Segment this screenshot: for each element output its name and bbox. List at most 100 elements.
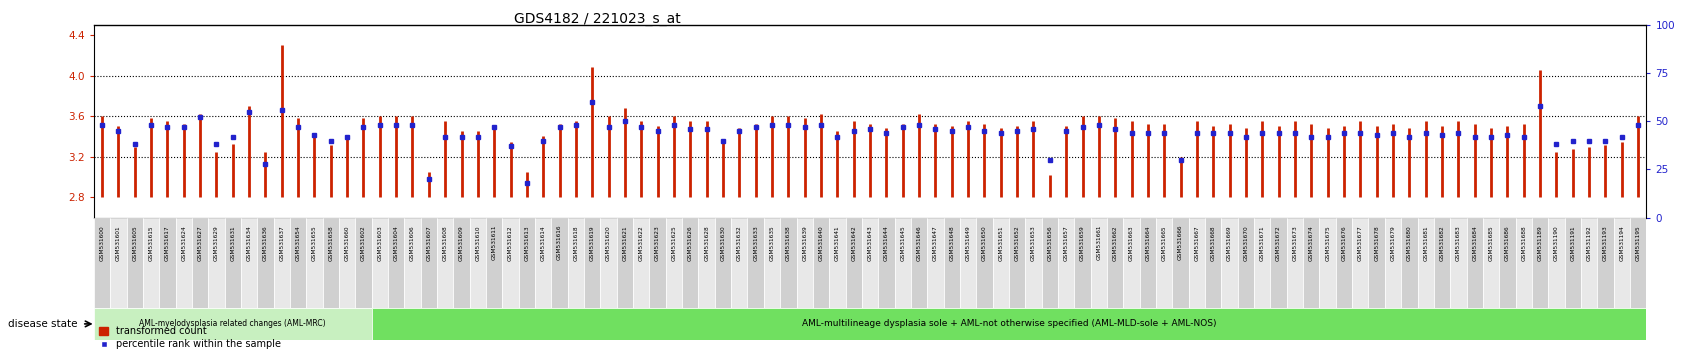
Text: GSM531678: GSM531678: [1373, 225, 1378, 261]
FancyBboxPatch shape: [1089, 218, 1107, 308]
FancyBboxPatch shape: [355, 218, 372, 308]
FancyBboxPatch shape: [1318, 218, 1335, 308]
Text: GSM531612: GSM531612: [508, 225, 513, 261]
Text: GSM531611: GSM531611: [491, 225, 496, 261]
Text: GSM531654: GSM531654: [295, 225, 300, 261]
FancyBboxPatch shape: [454, 218, 469, 308]
Text: GSM531602: GSM531602: [361, 225, 367, 261]
Text: GSM531614: GSM531614: [540, 225, 546, 261]
Text: GSM531672: GSM531672: [1275, 225, 1280, 261]
Text: GSM531666: GSM531666: [1178, 225, 1182, 261]
FancyBboxPatch shape: [1270, 218, 1286, 308]
FancyBboxPatch shape: [1335, 218, 1352, 308]
Text: GSM531630: GSM531630: [720, 225, 725, 261]
Text: GSM531608: GSM531608: [442, 225, 447, 261]
Text: GSM531677: GSM531677: [1357, 225, 1362, 261]
FancyBboxPatch shape: [665, 218, 682, 308]
FancyBboxPatch shape: [1417, 218, 1432, 308]
FancyBboxPatch shape: [339, 218, 355, 308]
FancyBboxPatch shape: [1074, 218, 1089, 308]
FancyBboxPatch shape: [1499, 218, 1514, 308]
Text: GSM531679: GSM531679: [1390, 225, 1395, 261]
FancyBboxPatch shape: [257, 218, 273, 308]
Text: GSM531656: GSM531656: [1047, 225, 1052, 261]
FancyBboxPatch shape: [501, 218, 518, 308]
Text: GSM531195: GSM531195: [1635, 225, 1640, 261]
Text: GSM531659: GSM531659: [1079, 225, 1084, 261]
Text: GSM531667: GSM531667: [1194, 225, 1199, 261]
FancyBboxPatch shape: [1122, 218, 1139, 308]
Text: GSM531618: GSM531618: [573, 225, 578, 261]
FancyBboxPatch shape: [731, 218, 747, 308]
Text: GSM531673: GSM531673: [1292, 225, 1298, 261]
FancyBboxPatch shape: [290, 218, 307, 308]
FancyBboxPatch shape: [878, 218, 893, 308]
FancyBboxPatch shape: [1514, 218, 1531, 308]
FancyBboxPatch shape: [1613, 218, 1628, 308]
Text: GSM531686: GSM531686: [1504, 225, 1509, 261]
FancyBboxPatch shape: [1221, 218, 1238, 308]
FancyBboxPatch shape: [436, 218, 454, 308]
Text: GSM531613: GSM531613: [523, 225, 529, 261]
Text: GSM531609: GSM531609: [459, 225, 464, 261]
FancyBboxPatch shape: [910, 218, 928, 308]
Text: GSM531683: GSM531683: [1454, 225, 1459, 261]
FancyBboxPatch shape: [829, 218, 846, 308]
Text: GSM531191: GSM531191: [1569, 225, 1574, 261]
FancyBboxPatch shape: [1286, 218, 1303, 308]
FancyBboxPatch shape: [404, 218, 421, 308]
FancyBboxPatch shape: [143, 218, 159, 308]
Text: GSM531627: GSM531627: [198, 225, 203, 261]
Text: GSM531617: GSM531617: [165, 225, 170, 261]
Text: GSM531676: GSM531676: [1340, 225, 1345, 261]
FancyBboxPatch shape: [372, 308, 1645, 340]
FancyBboxPatch shape: [1025, 218, 1042, 308]
Text: GSM531622: GSM531622: [638, 225, 643, 261]
FancyBboxPatch shape: [1400, 218, 1417, 308]
Text: GSM531194: GSM531194: [1618, 225, 1623, 261]
FancyBboxPatch shape: [1548, 218, 1563, 308]
FancyBboxPatch shape: [518, 218, 535, 308]
FancyBboxPatch shape: [682, 218, 697, 308]
FancyBboxPatch shape: [812, 218, 829, 308]
FancyBboxPatch shape: [1057, 218, 1074, 308]
Text: GSM531615: GSM531615: [148, 225, 153, 261]
Text: AML-myelodysplasia related changes (AML-MRC): AML-myelodysplasia related changes (AML-…: [140, 319, 326, 329]
FancyBboxPatch shape: [535, 218, 551, 308]
Text: GSM531641: GSM531641: [834, 225, 839, 261]
FancyBboxPatch shape: [583, 218, 600, 308]
FancyBboxPatch shape: [159, 218, 176, 308]
Text: GSM531647: GSM531647: [933, 225, 938, 261]
FancyBboxPatch shape: [1628, 218, 1645, 308]
Text: disease state: disease state: [9, 319, 77, 329]
Text: GSM531662: GSM531662: [1112, 225, 1117, 261]
FancyBboxPatch shape: [469, 218, 486, 308]
Text: GSM531623: GSM531623: [655, 225, 660, 261]
Text: GSM531626: GSM531626: [687, 225, 692, 261]
Text: GSM531634: GSM531634: [247, 225, 251, 261]
FancyBboxPatch shape: [1482, 218, 1499, 308]
FancyBboxPatch shape: [1432, 218, 1449, 308]
FancyBboxPatch shape: [861, 218, 878, 308]
Text: GSM531629: GSM531629: [213, 225, 218, 261]
Text: GSM531621: GSM531621: [622, 225, 627, 261]
FancyBboxPatch shape: [600, 218, 617, 308]
Text: GSM531603: GSM531603: [377, 225, 382, 261]
FancyBboxPatch shape: [551, 218, 568, 308]
Text: AML-multilineage dysplasia sole + AML-not otherwise specified (AML-MLD-sole + AM: AML-multilineage dysplasia sole + AML-no…: [801, 319, 1216, 329]
Text: GSM531632: GSM531632: [737, 225, 742, 261]
FancyBboxPatch shape: [322, 218, 339, 308]
Text: GSM531646: GSM531646: [916, 225, 921, 261]
FancyBboxPatch shape: [633, 218, 650, 308]
Text: GSM531605: GSM531605: [131, 225, 136, 261]
Text: GSM531664: GSM531664: [1144, 225, 1149, 261]
Text: GSM531685: GSM531685: [1488, 225, 1492, 261]
Text: GSM531636: GSM531636: [263, 225, 268, 261]
Text: GSM531638: GSM531638: [786, 225, 791, 261]
Text: GSM531190: GSM531190: [1553, 225, 1558, 261]
Text: GSM531655: GSM531655: [312, 225, 317, 261]
Text: GSM531681: GSM531681: [1422, 225, 1427, 261]
Text: GSM531650: GSM531650: [982, 225, 987, 261]
FancyBboxPatch shape: [387, 218, 404, 308]
Text: GSM531675: GSM531675: [1325, 225, 1330, 261]
